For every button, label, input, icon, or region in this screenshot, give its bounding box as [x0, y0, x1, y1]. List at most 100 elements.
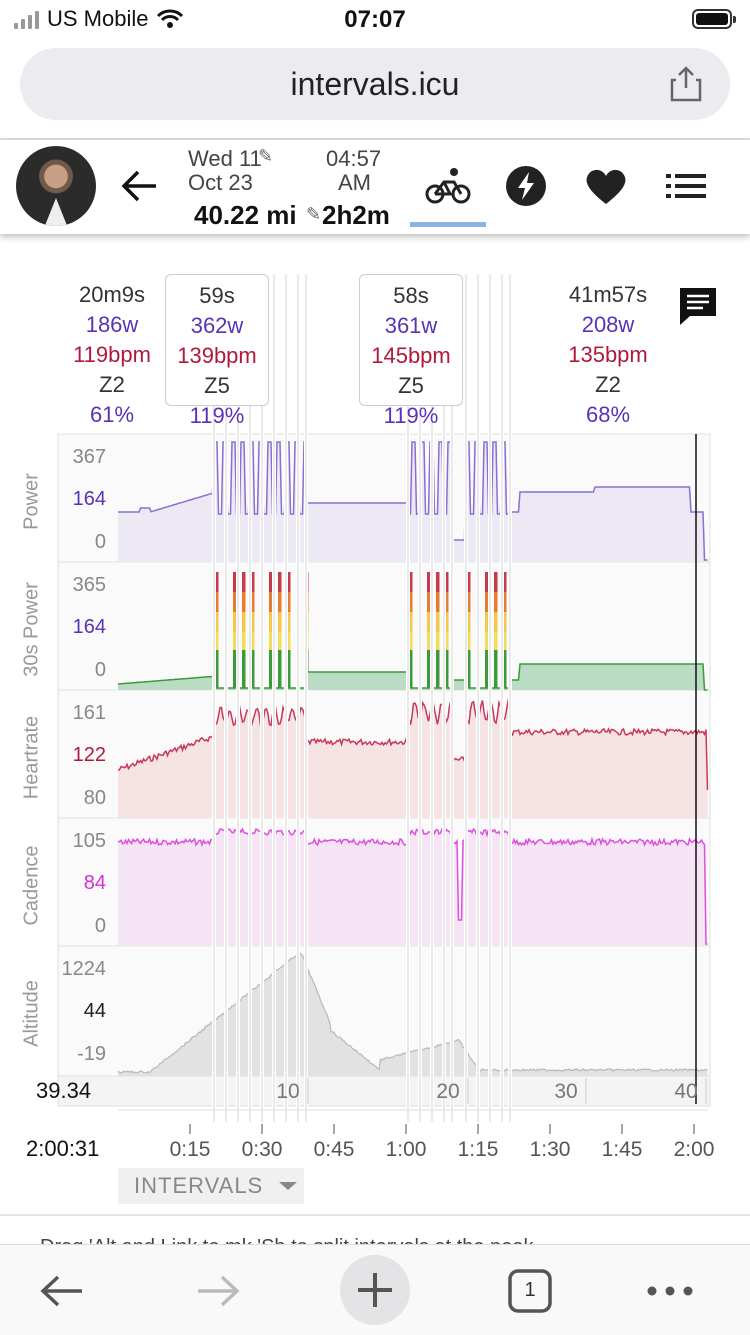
distance-tick-label: 10 [276, 1080, 300, 1103]
comment-icon[interactable] [678, 286, 718, 326]
30s-zone-bar [251, 650, 255, 688]
30s-power-line [117, 663, 708, 691]
browser-forward-button[interactable] [186, 1263, 250, 1319]
30s-zone-bar [445, 632, 449, 650]
plus-icon [358, 1273, 392, 1307]
y-tick: -19 [77, 1043, 106, 1065]
y-tick: 1224 [61, 958, 107, 980]
30s-zone-bar [409, 612, 413, 632]
x-tick-label: 0:45 [313, 1138, 355, 1161]
interval-heartrate: 139bpm [177, 343, 257, 368]
interval-summary-3[interactable]: 58s 361w 145bpm Z5 119% [359, 274, 463, 428]
back-arrow-icon[interactable] [118, 164, 162, 208]
distance-tick-label: 20 [436, 1080, 460, 1103]
heartrate-area [118, 699, 708, 818]
30s-zone-bar [269, 650, 273, 688]
30s-zone-bar [242, 592, 246, 612]
30s-zone-bar [215, 592, 219, 612]
intervals-dropdown[interactable]: INTERVALS [118, 1168, 304, 1204]
address-bar[interactable]: intervals.icu [20, 48, 730, 120]
activity-distance[interactable]: 40.22 mi [194, 200, 297, 230]
tabs-button[interactable]: 1 [498, 1263, 562, 1319]
activity-chart[interactable] [0, 240, 750, 1220]
30s-zone-bar [278, 632, 282, 650]
30s-zone-bar [409, 650, 413, 688]
y-tick: 80 [83, 787, 106, 809]
30s-zone-bar [436, 650, 440, 688]
30s-zone-bar [287, 592, 291, 612]
tab-heart[interactable] [582, 162, 630, 210]
30s-zone-bar [485, 592, 489, 612]
distance-strip [57, 1075, 711, 1107]
y-axis-label-30s-power: 30s Power [20, 582, 43, 677]
url-text[interactable]: intervals.icu [290, 66, 460, 102]
y-tick: 365 [72, 574, 106, 596]
tab-list[interactable] [662, 162, 710, 210]
wifi-icon [157, 9, 184, 28]
activity-duration: 2h2m [322, 200, 390, 230]
30s-zone-bar [242, 632, 246, 650]
interval-power: 208w [581, 312, 635, 337]
altitude-line [117, 951, 708, 1074]
30s-zone-bar [233, 650, 237, 688]
edit-date-icon[interactable]: ✎ [258, 146, 274, 166]
more-icon [647, 1286, 693, 1296]
power-area [118, 442, 708, 562]
tab-activity[interactable] [424, 162, 472, 210]
30s-zone-bar [427, 572, 431, 592]
interval-summary-2[interactable]: 59s 362w 139bpm Z5 119% [165, 274, 269, 428]
x-tick-label: 0:15 [169, 1138, 211, 1161]
active-tab-indicator [410, 222, 486, 227]
30s-zone-bar [503, 632, 507, 650]
interval-duration: 59s [199, 283, 235, 308]
edit-distance-icon[interactable]: ✎ [306, 204, 322, 224]
browser-back-button[interactable] [30, 1263, 94, 1319]
30s-zone-bar [269, 632, 273, 650]
interval-duration: 41m57s [568, 282, 648, 307]
30s-zone-bar [494, 572, 498, 592]
share-icon[interactable] [670, 66, 702, 102]
30s-zone-bar [242, 572, 246, 592]
new-tab-button[interactable] [340, 1255, 410, 1325]
cadence-area [118, 829, 708, 946]
interval-summary-4[interactable]: 41m57s 208w 135bpm Z2 68% [540, 280, 676, 430]
avatar[interactable] [16, 146, 96, 226]
carrier: US Mobile [14, 6, 184, 32]
activity-date-month[interactable]: Oct 23 [188, 170, 253, 195]
browser-toolbar: 1 [0, 1244, 750, 1335]
interval-summary-1[interactable]: 20m9s 186w 119bpm Z2 61% [60, 280, 164, 430]
browser-divider [0, 138, 750, 140]
interval-zone: Z2 [99, 372, 125, 397]
interval-heartrate: 145bpm [371, 343, 451, 368]
y-tick: 84 [83, 872, 106, 894]
30s-zone-bar [436, 592, 440, 612]
tabs-count: 1 [524, 1279, 536, 1301]
activity-date-day[interactable]: Wed 11 [188, 146, 262, 171]
signal-icon [14, 9, 39, 29]
x-tick-label: 1:15 [457, 1138, 499, 1161]
tabs-icon [508, 1269, 552, 1313]
30s-zone-bar [503, 650, 507, 688]
tab-power[interactable] [502, 162, 550, 210]
interval-percent: 119% [383, 403, 439, 428]
interval-percent: 61% [89, 402, 135, 427]
bike-icon [425, 168, 471, 204]
list-icon [666, 174, 706, 198]
30s-zone-bar [427, 612, 431, 632]
30s-zone-bar [503, 572, 507, 592]
more-menu-button[interactable] [638, 1263, 702, 1319]
x-tick-label: 1:30 [529, 1138, 571, 1161]
interval-percent: 68% [585, 402, 631, 427]
30s-zone-bar [436, 612, 440, 632]
30s-zone-bar [427, 650, 431, 688]
interval-duration: 20m9s [78, 282, 146, 307]
30s-zone-bar [467, 572, 471, 592]
30s-zone-bar [233, 632, 237, 650]
30s-zone-bar [251, 572, 255, 592]
forward-icon [198, 1275, 240, 1307]
y-axis-label-cadence: Cadence [20, 845, 43, 926]
30s-zone-bar [409, 632, 413, 650]
30s-zone-bar [278, 572, 282, 592]
interval-power: 362w [190, 313, 244, 338]
y-tick: 122 [72, 744, 106, 766]
